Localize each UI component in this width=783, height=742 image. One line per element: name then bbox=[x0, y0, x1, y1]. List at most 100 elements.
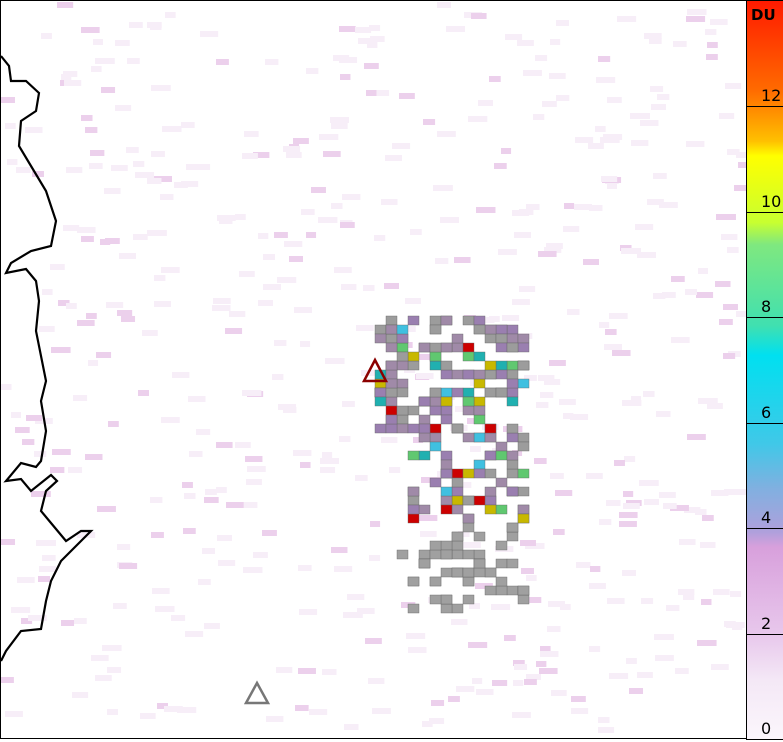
plume-cell bbox=[495, 450, 508, 461]
plume-cell bbox=[495, 558, 508, 569]
background-cell bbox=[607, 598, 625, 604]
background-cell bbox=[363, 285, 375, 291]
background-cell bbox=[299, 609, 318, 615]
background-cell bbox=[540, 651, 559, 657]
background-cell bbox=[74, 618, 87, 624]
background-cell bbox=[198, 164, 211, 170]
plume-cell bbox=[495, 333, 508, 344]
background-cell bbox=[637, 672, 653, 678]
plume-cell bbox=[473, 369, 486, 380]
plume-cell bbox=[462, 567, 475, 578]
colorbar-tick bbox=[747, 422, 783, 424]
background-cell bbox=[181, 122, 195, 128]
background-cell bbox=[239, 271, 255, 277]
plume-cell bbox=[429, 387, 442, 398]
background-cell bbox=[423, 119, 436, 125]
background-cell bbox=[115, 40, 130, 46]
background-cell bbox=[355, 27, 372, 33]
background-cell bbox=[39, 566, 57, 572]
background-cell bbox=[174, 182, 188, 188]
background-cell bbox=[91, 66, 102, 72]
background-cell bbox=[491, 604, 511, 610]
background-cell bbox=[306, 232, 317, 238]
plume-cell bbox=[385, 378, 398, 389]
background-cell bbox=[36, 540, 56, 546]
colorbar-unit: DU bbox=[751, 6, 776, 24]
plume-cell bbox=[418, 396, 431, 407]
background-cell bbox=[322, 452, 333, 458]
background-cell bbox=[32, 171, 44, 177]
background-cell bbox=[385, 155, 402, 161]
plume-cell bbox=[517, 504, 530, 515]
background-cell bbox=[202, 548, 215, 554]
plume-cell bbox=[517, 342, 530, 353]
plume-cell bbox=[517, 378, 530, 389]
background-cell bbox=[609, 313, 628, 319]
background-cell bbox=[356, 325, 374, 331]
plume-cell bbox=[385, 405, 398, 416]
plume-cell bbox=[484, 504, 497, 515]
background-cell bbox=[152, 588, 170, 594]
background-cell bbox=[686, 141, 705, 147]
background-cell bbox=[589, 205, 603, 211]
plume-cell bbox=[440, 540, 453, 551]
plume-cell bbox=[429, 540, 442, 551]
background-cell bbox=[181, 181, 199, 187]
background-cell bbox=[150, 497, 163, 503]
plume-cell bbox=[462, 468, 475, 479]
plume-cell bbox=[440, 549, 453, 560]
background-cell bbox=[93, 39, 104, 45]
background-cell bbox=[412, 354, 432, 360]
plume-cell bbox=[440, 603, 453, 614]
plume-cell bbox=[473, 351, 486, 362]
background-cell bbox=[644, 499, 659, 505]
background-cell bbox=[177, 707, 197, 713]
plume-cell bbox=[506, 468, 519, 479]
plume-cell bbox=[451, 549, 464, 560]
plume-cell bbox=[396, 360, 409, 371]
background-cell bbox=[656, 411, 668, 417]
background-cell bbox=[631, 396, 642, 402]
plume-cell bbox=[484, 369, 497, 380]
background-cell bbox=[126, 147, 139, 153]
plume-cell bbox=[462, 549, 475, 560]
background-cell bbox=[544, 247, 562, 253]
background-cell bbox=[631, 140, 649, 146]
background-cell bbox=[142, 330, 158, 336]
background-cell bbox=[502, 315, 520, 321]
plume-cell bbox=[495, 369, 508, 380]
plume-cell bbox=[451, 486, 464, 497]
plume-cell bbox=[396, 324, 409, 335]
background-cell bbox=[527, 597, 542, 603]
plume-cell bbox=[407, 576, 420, 587]
background-cell bbox=[695, 509, 707, 515]
colorbar-tick bbox=[747, 317, 783, 319]
background-cell bbox=[637, 252, 657, 258]
background-cell bbox=[533, 114, 545, 120]
background-cell bbox=[589, 583, 606, 589]
plume-cell bbox=[429, 441, 442, 452]
background-cell bbox=[185, 631, 204, 637]
background-cell bbox=[723, 353, 736, 359]
background-cell bbox=[331, 547, 348, 553]
plume-cell bbox=[506, 387, 519, 398]
plume-cell bbox=[473, 414, 486, 425]
background-cell bbox=[730, 591, 742, 597]
background-cell bbox=[684, 507, 701, 513]
background-cell bbox=[654, 634, 674, 640]
background-cell bbox=[456, 686, 475, 692]
background-cell bbox=[604, 344, 622, 350]
plume-cell bbox=[429, 576, 442, 587]
background-cell bbox=[429, 718, 445, 724]
colorbar-tick-label: 10 bbox=[761, 191, 782, 211]
background-cell bbox=[121, 316, 136, 322]
background-cell bbox=[504, 635, 516, 641]
plume-cell bbox=[429, 477, 442, 488]
plume-cell bbox=[506, 369, 519, 380]
plume-cell bbox=[451, 531, 464, 542]
background-cell bbox=[66, 303, 77, 309]
background-cell bbox=[366, 90, 377, 96]
background-cell bbox=[343, 612, 363, 618]
background-cell bbox=[334, 566, 353, 572]
plume-cell bbox=[385, 324, 398, 335]
